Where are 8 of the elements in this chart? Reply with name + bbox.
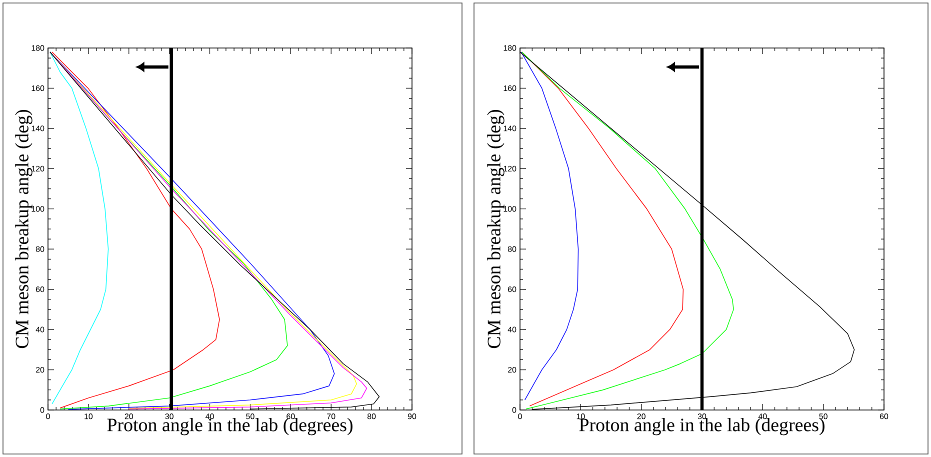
y-axis-title: CM meson breakup angle (deg) [15, 110, 32, 348]
line-series [520, 52, 579, 400]
line-series [521, 52, 734, 410]
line-series [52, 52, 220, 408]
y-axis-title: CM meson breakup angle (deg) [487, 110, 504, 348]
x-axis-title: Proton angle in the lab (degrees) [107, 418, 352, 436]
line-series [50, 52, 109, 404]
x-axis-title: Proton angle in the lab (degrees) [579, 418, 824, 436]
